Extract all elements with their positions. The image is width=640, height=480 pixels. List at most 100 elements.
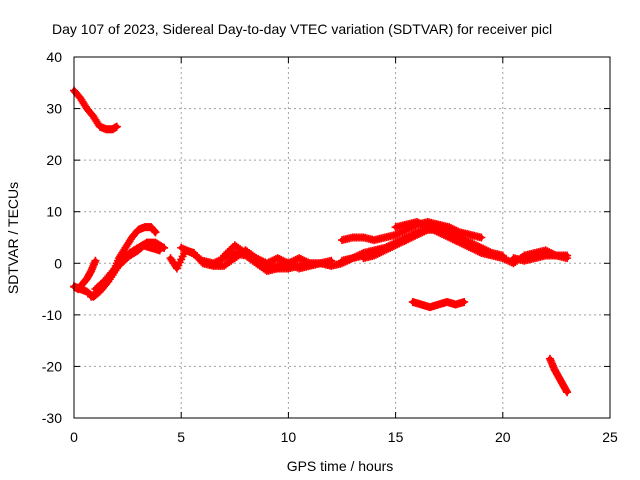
data-point — [277, 262, 286, 271]
data-point — [395, 229, 404, 238]
data-point — [418, 220, 427, 229]
data-point — [466, 243, 475, 252]
data-point — [463, 242, 472, 251]
data-point — [382, 245, 391, 254]
data-point — [429, 225, 438, 234]
data-point — [425, 224, 434, 233]
data-point — [450, 236, 459, 245]
data-point — [255, 255, 264, 264]
data-point — [504, 256, 513, 265]
data-point — [386, 243, 395, 252]
data-series — [70, 86, 572, 397]
data-point — [182, 246, 191, 255]
data-point — [446, 234, 455, 243]
data-point — [196, 255, 205, 264]
data-point — [414, 218, 423, 227]
data-point — [391, 230, 400, 239]
y-axis-label: SDTVAR / TECUs — [5, 182, 21, 294]
data-point — [252, 254, 261, 263]
data-point — [438, 230, 447, 239]
data-point — [414, 230, 423, 239]
data-point — [275, 263, 284, 272]
y-tick-label: 40 — [46, 49, 62, 65]
data-point — [461, 241, 470, 250]
data-point — [209, 259, 218, 268]
data-point — [216, 255, 225, 264]
data-point — [384, 244, 393, 253]
chart-title: Day 107 of 2023, Sidereal Day-to-day VTE… — [52, 21, 552, 37]
data-point — [273, 254, 282, 263]
data-point — [423, 223, 432, 232]
data-point — [411, 231, 420, 240]
data-point — [370, 251, 379, 260]
data-point — [389, 242, 398, 251]
data-point — [282, 258, 291, 267]
series-arc-10 — [230, 246, 293, 268]
series-arc-17 — [408, 297, 469, 312]
data-point — [413, 230, 422, 239]
x-axis-label: GPS time / hours — [287, 458, 394, 474]
data-point — [563, 251, 572, 260]
data-point — [434, 228, 443, 237]
data-point — [268, 256, 277, 265]
data-point — [273, 264, 282, 273]
data-point — [302, 257, 311, 266]
data-point — [214, 256, 223, 265]
x-tick-label: 10 — [281, 429, 297, 445]
data-point — [393, 240, 402, 249]
data-point — [298, 255, 307, 264]
data-point — [379, 247, 388, 256]
series-arc-3 — [70, 223, 160, 301]
data-point — [262, 259, 271, 268]
data-point — [388, 242, 397, 251]
data-point — [180, 245, 189, 254]
data-point — [295, 254, 304, 263]
data-point — [277, 255, 286, 264]
data-point — [291, 255, 300, 264]
data-point — [91, 256, 100, 265]
y-tick-label: -20 — [42, 358, 62, 374]
y-tick-label: -10 — [42, 307, 62, 323]
data-point — [291, 262, 300, 271]
data-point — [266, 257, 275, 266]
data-point — [468, 244, 477, 253]
data-point — [473, 247, 482, 256]
data-point — [455, 238, 464, 247]
data-point — [177, 243, 186, 252]
data-point — [393, 230, 402, 239]
y-tick-label: -30 — [42, 410, 62, 426]
data-point — [280, 257, 289, 266]
x-tick-label: 15 — [388, 429, 404, 445]
data-point — [472, 246, 480, 255]
data-point — [257, 256, 266, 265]
data-point — [395, 239, 404, 248]
data-point — [184, 247, 193, 256]
data-point — [421, 222, 430, 231]
data-point — [405, 234, 414, 243]
data-point — [284, 259, 293, 268]
data-point — [380, 246, 389, 255]
data-point — [563, 388, 572, 397]
data-point — [407, 233, 416, 242]
data-point — [296, 254, 305, 263]
data-point — [445, 233, 454, 242]
data-point — [402, 236, 411, 245]
data-point — [409, 232, 418, 241]
data-point — [352, 252, 361, 261]
data-point — [211, 258, 220, 267]
data-point — [457, 239, 466, 248]
data-point — [375, 248, 384, 257]
y-tick-label: 20 — [46, 152, 62, 168]
data-point — [264, 258, 273, 267]
data-point — [289, 256, 298, 265]
data-point — [212, 257, 221, 266]
x-tick-label: 20 — [495, 429, 511, 445]
data-point — [460, 297, 469, 306]
data-point — [391, 241, 400, 250]
data-point — [327, 256, 336, 265]
data-point — [439, 230, 448, 239]
data-point — [404, 235, 413, 244]
series-arc-14 — [391, 218, 507, 263]
series-trace — [71, 224, 158, 300]
